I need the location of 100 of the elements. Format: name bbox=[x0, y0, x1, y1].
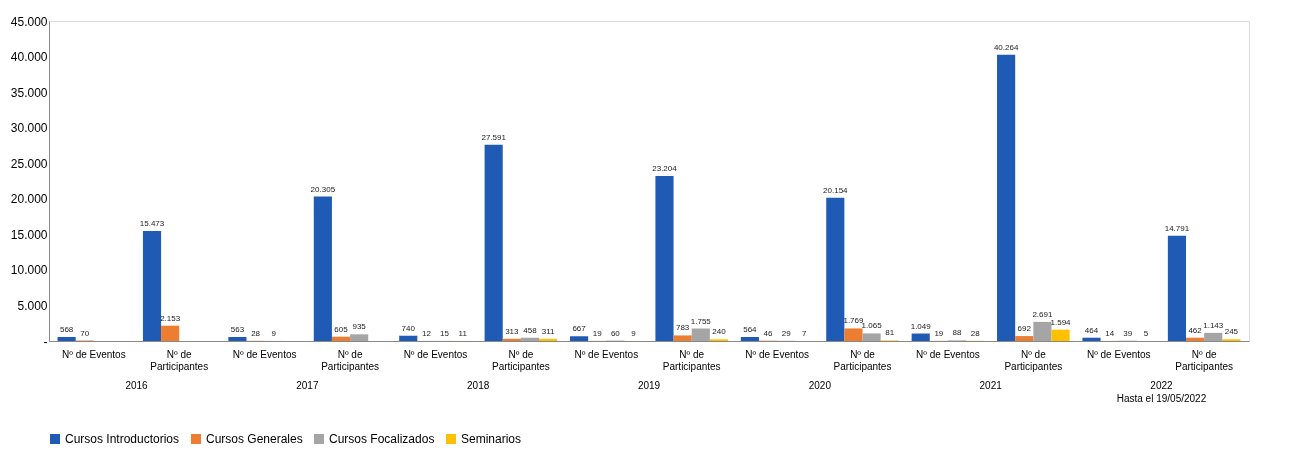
bar bbox=[484, 144, 503, 341]
y-tick-label: 40.000 bbox=[10, 50, 48, 65]
bar bbox=[399, 335, 418, 341]
data-label: 15 bbox=[440, 328, 450, 338]
data-label: 15.473 bbox=[139, 218, 165, 228]
x-tick-label: Nº de Participantes bbox=[1004, 348, 1063, 372]
data-label: 20.305 bbox=[310, 184, 336, 194]
data-label: 313 bbox=[505, 326, 520, 336]
x-tick-label: Nº de Participantes bbox=[1175, 348, 1234, 372]
data-label: 1.143 bbox=[1203, 320, 1224, 330]
data-label: 568 bbox=[59, 324, 74, 334]
y-tick-label: 30.000 bbox=[10, 121, 48, 136]
data-label: 19 bbox=[934, 328, 944, 338]
text: 2017 bbox=[296, 380, 319, 391]
x-tick-label: Nº de Participantes bbox=[150, 348, 209, 372]
x-tick-label: Nº de Eventos bbox=[574, 348, 639, 360]
bar bbox=[1015, 336, 1034, 341]
data-label: 39 bbox=[1123, 328, 1133, 338]
data-label: 70 bbox=[80, 328, 90, 338]
data-label: 740 bbox=[401, 323, 416, 333]
bar bbox=[142, 230, 162, 341]
bar bbox=[313, 196, 332, 341]
data-label: 311 bbox=[541, 326, 556, 336]
data-label: 46 bbox=[763, 328, 774, 338]
bar bbox=[57, 336, 76, 341]
data-label: 81 bbox=[885, 328, 895, 338]
bar bbox=[1167, 235, 1187, 341]
x-tick-label: Nº de Eventos bbox=[1086, 348, 1151, 360]
bar bbox=[1082, 337, 1101, 341]
data-label: 935 bbox=[352, 322, 367, 332]
x-tick-label: Nº de Eventos bbox=[745, 348, 809, 360]
bar bbox=[228, 337, 247, 341]
legend-label: Seminarios bbox=[461, 432, 522, 446]
data-label: 20.154 bbox=[823, 185, 849, 195]
bar bbox=[1033, 321, 1052, 341]
y-tick-label: 20.000 bbox=[10, 192, 48, 207]
text: 2021 bbox=[979, 380, 1003, 391]
y-tick-label: 35.000 bbox=[10, 85, 48, 100]
x-tick-label: Nº de Eventos bbox=[403, 348, 468, 360]
x-tick-label: Nº de Participantes bbox=[662, 348, 721, 372]
y-tick-label: 5.000 bbox=[17, 298, 48, 313]
y-tick-label: 45.000 bbox=[10, 14, 48, 29]
bar bbox=[1204, 332, 1223, 341]
x-tick-label: Nº de Eventos bbox=[62, 348, 126, 360]
bar bbox=[844, 328, 863, 341]
data-label: 60 bbox=[610, 328, 621, 338]
x-tick-label: Nº de Participantes bbox=[833, 348, 892, 372]
data-label: 692 bbox=[1017, 324, 1032, 334]
data-label: 2.691 bbox=[1032, 309, 1053, 319]
data-label: 563 bbox=[230, 325, 245, 334]
y-tick-label: 25.000 bbox=[10, 156, 48, 171]
data-label: 29 bbox=[781, 328, 792, 338]
legend-label: Cursos Introductorios bbox=[65, 432, 180, 446]
bar bbox=[997, 54, 1016, 341]
data-label: 28 bbox=[970, 328, 981, 338]
x-tick-label: Nº de Participantes bbox=[321, 348, 379, 372]
text: 2022 Hasta el 19/05/2022 bbox=[1116, 380, 1207, 404]
bar bbox=[539, 338, 558, 341]
data-label: 11 bbox=[458, 328, 468, 338]
data-label: 240 bbox=[712, 327, 727, 337]
data-label: 462 bbox=[1188, 325, 1203, 335]
bar bbox=[826, 197, 845, 341]
data-label: 605 bbox=[334, 324, 349, 334]
data-label: 245 bbox=[1224, 327, 1239, 337]
text: 2016 bbox=[125, 380, 149, 391]
x-tick-label: Nº de Eventos bbox=[916, 348, 980, 360]
data-label: 464 bbox=[1084, 325, 1099, 335]
data-label: 9 bbox=[271, 328, 277, 338]
text: 2018 bbox=[467, 380, 490, 391]
data-label: 564 bbox=[743, 324, 758, 334]
x-tick-label: Nº de Participantes bbox=[491, 348, 550, 372]
data-label: 14.791 bbox=[1164, 223, 1190, 233]
data-label: 40.264 bbox=[993, 42, 1019, 52]
bar bbox=[570, 336, 589, 341]
bar bbox=[862, 333, 881, 341]
data-label: 9 bbox=[631, 328, 637, 338]
data-label: 23.204 bbox=[652, 163, 678, 173]
data-label: 1.594 bbox=[1050, 317, 1072, 327]
bar bbox=[1186, 337, 1205, 341]
text: 2019 bbox=[637, 380, 661, 391]
bar bbox=[691, 328, 710, 341]
bar bbox=[655, 175, 674, 341]
y-tick-label: - bbox=[43, 334, 48, 349]
data-label: 14 bbox=[1105, 328, 1115, 338]
data-label: 12 bbox=[421, 328, 432, 338]
legend-label: Cursos Generales bbox=[206, 432, 303, 446]
bar bbox=[911, 333, 930, 341]
bar bbox=[520, 337, 540, 341]
y-tick-label: 15.000 bbox=[10, 227, 48, 242]
bar bbox=[161, 325, 180, 341]
bar bbox=[740, 336, 759, 341]
data-label: 27.591 bbox=[481, 132, 507, 142]
bar bbox=[502, 338, 521, 341]
data-label: 458 bbox=[523, 325, 538, 335]
data-label: 19 bbox=[592, 328, 603, 338]
text: 2020 bbox=[808, 380, 832, 391]
x-tick-label: Nº de Eventos bbox=[232, 348, 297, 360]
data-label: 28 bbox=[251, 328, 261, 338]
data-label: 1.049 bbox=[910, 321, 932, 331]
data-label: 88 bbox=[952, 328, 962, 338]
